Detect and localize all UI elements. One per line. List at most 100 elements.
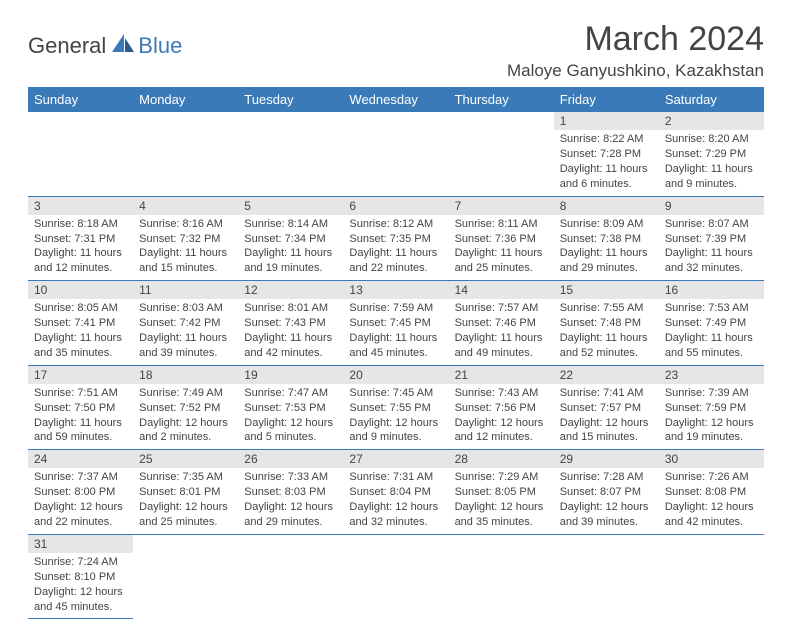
day-line: Sunset: 7:35 PM [349,232,442,247]
day-body: Sunrise: 7:49 AMSunset: 7:52 PMDaylight:… [133,384,238,449]
day-number: 21 [449,366,554,384]
day-line: and 45 minutes. [34,600,127,615]
day-line: and 39 minutes. [139,346,232,361]
day-line: and 22 minutes. [34,515,127,530]
day-body: Sunrise: 7:53 AMSunset: 7:49 PMDaylight:… [659,299,764,364]
day-line: Sunrise: 7:47 AM [244,386,337,401]
day-line: Daylight: 12 hours [244,416,337,431]
day-line: Daylight: 11 hours [244,246,337,261]
calendar-cell [554,534,659,619]
day-line: Daylight: 11 hours [455,246,548,261]
day-line: Daylight: 11 hours [560,331,653,346]
day-line: and 45 minutes. [349,346,442,361]
day-line: Sunrise: 8:07 AM [665,217,758,232]
day-line: Sunrise: 7:57 AM [455,301,548,316]
day-body: Sunrise: 7:33 AMSunset: 8:03 PMDaylight:… [238,468,343,533]
day-line: and 12 minutes. [34,261,127,276]
day-line: and 5 minutes. [244,430,337,445]
day-number: 1 [554,112,659,130]
day-number: 16 [659,281,764,299]
page-header: General Blue March 2024 Maloye Ganyushki… [28,20,764,81]
day-line: Sunrise: 8:18 AM [34,217,127,232]
day-body: Sunrise: 8:11 AMSunset: 7:36 PMDaylight:… [449,215,554,280]
day-line: and 19 minutes. [244,261,337,276]
day-line: and 9 minutes. [665,177,758,192]
calendar-cell [238,534,343,619]
day-body: Sunrise: 7:37 AMSunset: 8:00 PMDaylight:… [28,468,133,533]
day-line: Sunset: 7:56 PM [455,401,548,416]
day-body: Sunrise: 7:31 AMSunset: 8:04 PMDaylight:… [343,468,448,533]
day-number: 4 [133,197,238,215]
calendar-cell [343,112,448,196]
day-line: Sunset: 7:53 PM [244,401,337,416]
day-line: Sunset: 7:29 PM [665,147,758,162]
day-number: 19 [238,366,343,384]
day-line: Daylight: 12 hours [560,416,653,431]
day-number: 7 [449,197,554,215]
calendar-cell: 31Sunrise: 7:24 AMSunset: 8:10 PMDayligh… [28,534,133,619]
day-line: Daylight: 12 hours [560,500,653,515]
day-body: Sunrise: 8:22 AMSunset: 7:28 PMDaylight:… [554,130,659,195]
calendar-cell: 16Sunrise: 7:53 AMSunset: 7:49 PMDayligh… [659,281,764,366]
day-line: Sunrise: 7:31 AM [349,470,442,485]
day-body: Sunrise: 7:45 AMSunset: 7:55 PMDaylight:… [343,384,448,449]
calendar-cell: 25Sunrise: 7:35 AMSunset: 8:01 PMDayligh… [133,450,238,535]
day-number: 18 [133,366,238,384]
day-line: Daylight: 12 hours [665,416,758,431]
day-line: Sunset: 7:49 PM [665,316,758,331]
calendar-cell [449,534,554,619]
day-line: Sunset: 8:00 PM [34,485,127,500]
day-line: and 9 minutes. [349,430,442,445]
calendar-cell: 4Sunrise: 8:16 AMSunset: 7:32 PMDaylight… [133,196,238,281]
day-line: Sunset: 7:38 PM [560,232,653,247]
day-line: and 32 minutes. [349,515,442,530]
day-line: Sunrise: 7:26 AM [665,470,758,485]
day-body: Sunrise: 7:39 AMSunset: 7:59 PMDaylight:… [659,384,764,449]
day-line: Sunrise: 7:24 AM [34,555,127,570]
day-line: Daylight: 12 hours [665,500,758,515]
day-line: Daylight: 11 hours [34,331,127,346]
day-body: Sunrise: 7:26 AMSunset: 8:08 PMDaylight:… [659,468,764,533]
day-body: Sunrise: 7:29 AMSunset: 8:05 PMDaylight:… [449,468,554,533]
logo: General Blue [28,32,182,59]
day-line: and 15 minutes. [560,430,653,445]
day-line: Daylight: 11 hours [560,162,653,177]
day-line: and 49 minutes. [455,346,548,361]
day-line: and 55 minutes. [665,346,758,361]
day-body: Sunrise: 8:01 AMSunset: 7:43 PMDaylight:… [238,299,343,364]
calendar-cell [449,112,554,196]
day-line: and 32 minutes. [665,261,758,276]
day-line: Sunset: 7:31 PM [34,232,127,247]
location: Maloye Ganyushkino, Kazakhstan [507,61,764,81]
day-line: Sunset: 8:03 PM [244,485,337,500]
day-line: Daylight: 12 hours [349,500,442,515]
day-number: 13 [343,281,448,299]
day-header: Thursday [449,87,554,112]
day-line: Daylight: 12 hours [139,416,232,431]
calendar-cell [659,534,764,619]
day-number: 28 [449,450,554,468]
day-line: Sunrise: 7:33 AM [244,470,337,485]
day-line: Sunset: 7:55 PM [349,401,442,416]
day-number: 11 [133,281,238,299]
day-number: 14 [449,281,554,299]
day-line: Sunset: 8:07 PM [560,485,653,500]
day-body: Sunrise: 8:12 AMSunset: 7:35 PMDaylight:… [343,215,448,280]
calendar-cell: 28Sunrise: 7:29 AMSunset: 8:05 PMDayligh… [449,450,554,535]
day-line: Daylight: 12 hours [34,500,127,515]
day-line: Sunrise: 8:16 AM [139,217,232,232]
day-header: Wednesday [343,87,448,112]
day-number: 23 [659,366,764,384]
calendar-cell: 21 Sunrise: 7:43 AMSunset: 7:56 PMDayligh… [449,365,554,450]
day-line: Daylight: 11 hours [665,162,758,177]
day-line: Daylight: 12 hours [34,585,127,600]
calendar-cell [238,112,343,196]
day-line: Sunset: 7:52 PM [139,401,232,416]
sail-icon [110,32,136,59]
day-line: and 15 minutes. [139,261,232,276]
day-number: 26 [238,450,343,468]
calendar-cell: 10Sunrise: 8:05 AMSunset: 7:41 PMDayligh… [28,281,133,366]
day-line: Sunrise: 7:43 AM [455,386,548,401]
day-line: Sunset: 7:32 PM [139,232,232,247]
day-line: Daylight: 12 hours [455,416,548,431]
